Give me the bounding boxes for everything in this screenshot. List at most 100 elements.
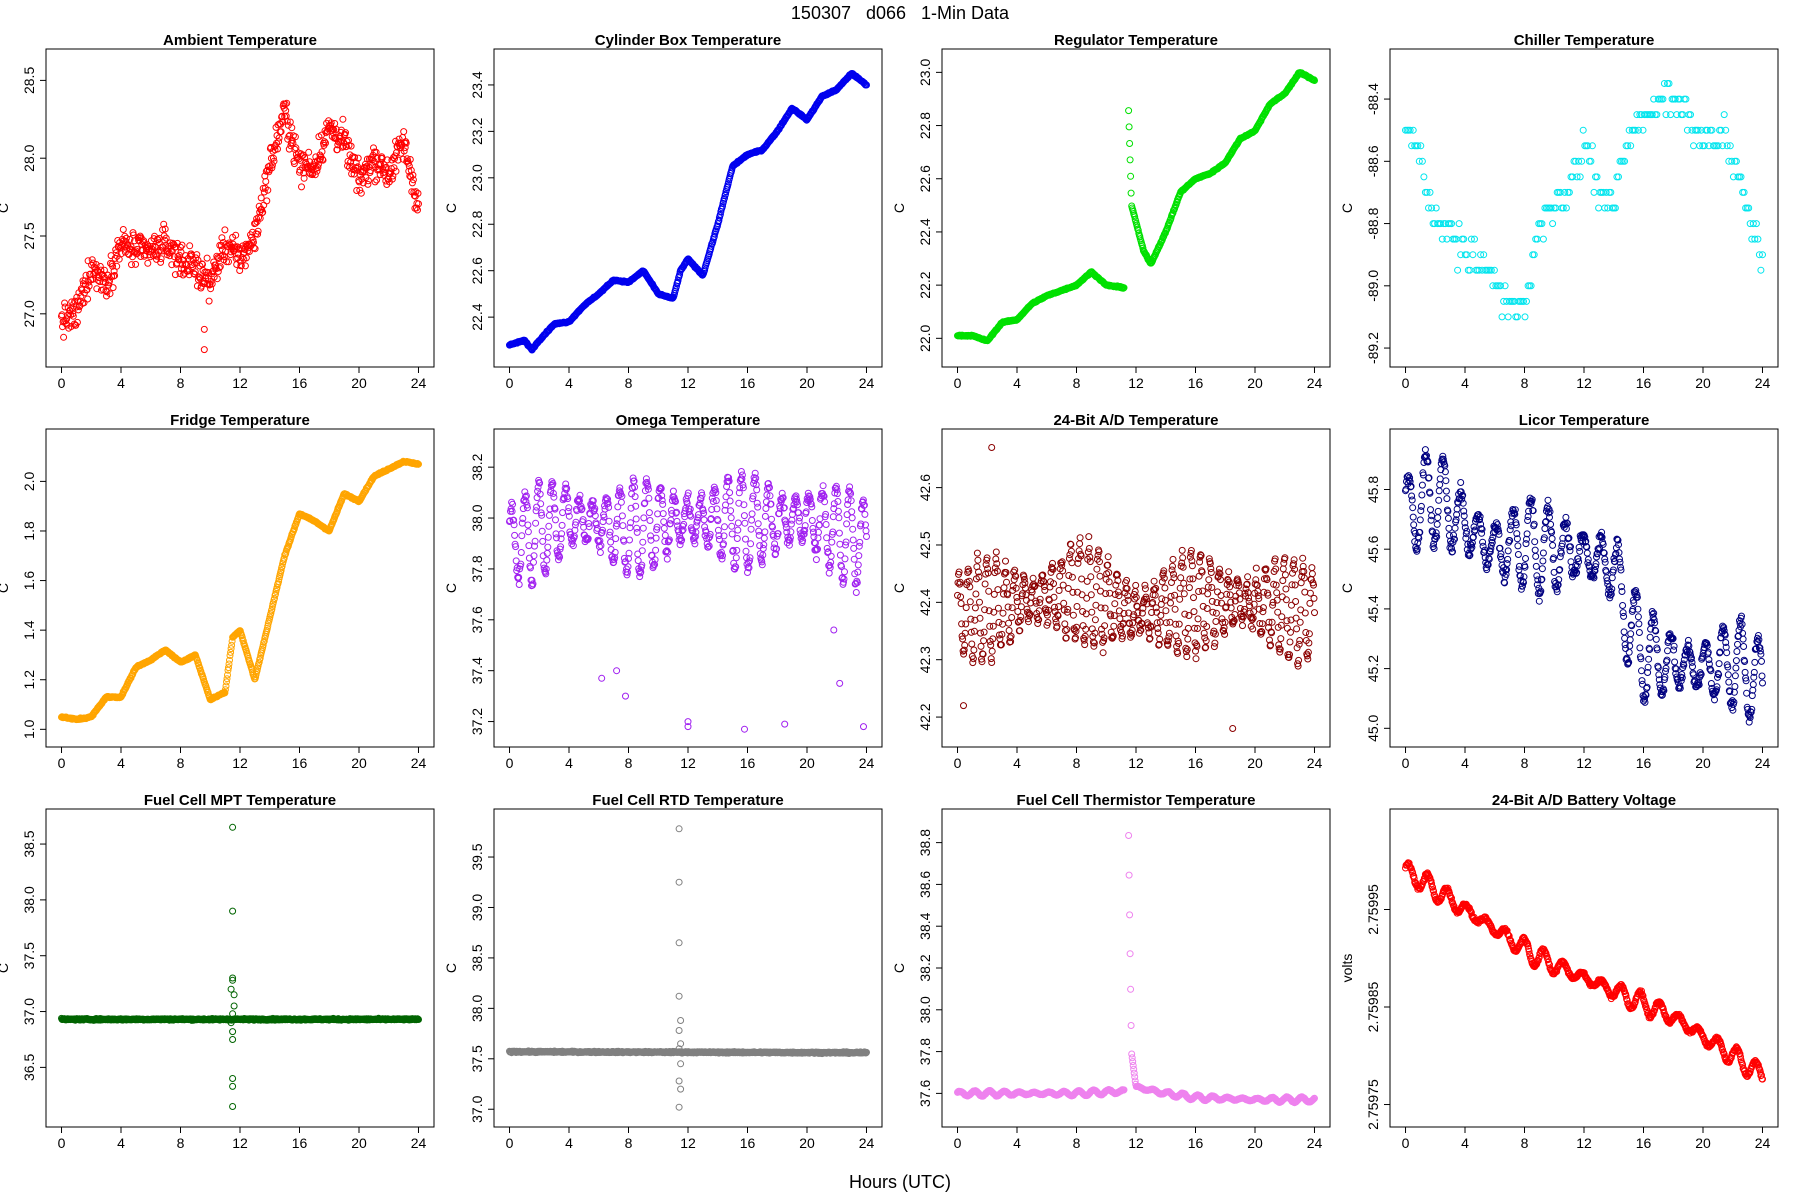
data-point bbox=[208, 280, 216, 288]
data-point bbox=[1061, 620, 1069, 628]
y-tick-label: 45.6 bbox=[1365, 535, 1381, 562]
data-point bbox=[237, 262, 245, 270]
y-tick-label: 22.6 bbox=[917, 165, 933, 192]
x-tick-label: 12 bbox=[1576, 375, 1592, 391]
data-point bbox=[632, 515, 640, 523]
panel-title: Fridge Temperature bbox=[170, 412, 310, 429]
data-point bbox=[1514, 551, 1522, 558]
x-tick-label: 8 bbox=[625, 375, 633, 391]
data-point bbox=[117, 250, 125, 258]
data-point bbox=[854, 561, 862, 569]
x-tick-label: 24 bbox=[1755, 755, 1771, 771]
data-point bbox=[1279, 577, 1287, 585]
data-point bbox=[155, 248, 162, 256]
data-point bbox=[1435, 496, 1443, 504]
data-point bbox=[402, 139, 410, 147]
data-point bbox=[619, 522, 627, 530]
data-point bbox=[348, 170, 356, 178]
outlier-point bbox=[741, 725, 748, 733]
data-points bbox=[1402, 80, 1766, 321]
data-point bbox=[76, 297, 84, 305]
data-point bbox=[841, 568, 848, 576]
x-tick-label: 20 bbox=[1247, 755, 1263, 771]
data-point bbox=[342, 129, 349, 137]
data-point bbox=[1302, 629, 1310, 636]
data-point bbox=[221, 226, 229, 234]
data-point bbox=[988, 647, 996, 655]
data-point bbox=[639, 524, 647, 532]
data-point bbox=[1169, 209, 1177, 217]
data-point bbox=[1278, 613, 1286, 621]
data-point bbox=[788, 516, 796, 524]
data-point bbox=[73, 293, 81, 301]
data-point bbox=[533, 503, 541, 511]
data-point bbox=[1076, 534, 1084, 542]
y-tick-label: 27.0 bbox=[21, 300, 37, 327]
data-point bbox=[742, 535, 749, 543]
plot-frame bbox=[45, 48, 435, 368]
data-point bbox=[1421, 446, 1429, 454]
data-point bbox=[96, 262, 104, 270]
data-point bbox=[1306, 599, 1314, 607]
data-point bbox=[1308, 564, 1316, 572]
data-point bbox=[1532, 562, 1540, 570]
data-point bbox=[160, 220, 168, 228]
data-point bbox=[1060, 599, 1068, 607]
data-point bbox=[282, 112, 290, 120]
data-point bbox=[122, 237, 130, 245]
data-point bbox=[1539, 235, 1547, 243]
x-tick-label: 20 bbox=[799, 375, 815, 391]
data-point bbox=[652, 546, 660, 554]
data-point bbox=[669, 487, 677, 495]
data-point bbox=[262, 167, 270, 175]
data-points bbox=[954, 69, 1318, 345]
data-point bbox=[734, 519, 742, 527]
y-tick-label: 1.8 bbox=[21, 521, 37, 541]
data-point bbox=[640, 514, 648, 522]
x-tick-label: 0 bbox=[58, 375, 66, 391]
data-point bbox=[103, 292, 110, 300]
x-tick-label: 24 bbox=[411, 375, 427, 391]
data-point bbox=[1194, 615, 1202, 623]
x-tick-label: 24 bbox=[411, 755, 427, 771]
data-point bbox=[1181, 629, 1189, 637]
data-point bbox=[181, 260, 189, 268]
data-point bbox=[1125, 107, 1133, 115]
data-point bbox=[121, 232, 129, 240]
data-point bbox=[157, 258, 165, 266]
data-point bbox=[565, 504, 573, 512]
data-point bbox=[270, 157, 278, 165]
data-point bbox=[205, 297, 213, 305]
data-point bbox=[607, 546, 615, 553]
data-point bbox=[305, 148, 313, 156]
data-point bbox=[1126, 140, 1134, 147]
data-point bbox=[1283, 617, 1291, 625]
x-tick-label: 20 bbox=[351, 375, 367, 391]
data-point bbox=[410, 192, 418, 200]
data-point bbox=[132, 260, 140, 268]
outlier-point bbox=[613, 667, 621, 675]
data-point bbox=[1192, 655, 1200, 663]
data-point bbox=[1436, 475, 1444, 483]
x-tick-label: 16 bbox=[1188, 375, 1204, 391]
data-point bbox=[768, 515, 775, 523]
outlier-point bbox=[598, 674, 606, 682]
data-point bbox=[157, 255, 165, 263]
data-point bbox=[106, 290, 114, 298]
data-point bbox=[1287, 628, 1294, 636]
data-point bbox=[412, 188, 420, 196]
y-tick-label: 22.6 bbox=[469, 257, 485, 284]
data-point bbox=[1296, 618, 1304, 626]
data-point bbox=[318, 148, 326, 156]
data-point bbox=[236, 257, 244, 265]
y-axis-label: C bbox=[443, 583, 459, 593]
data-point bbox=[1005, 619, 1013, 627]
data-point bbox=[203, 254, 211, 262]
data-point bbox=[1157, 611, 1165, 619]
data-point bbox=[517, 549, 525, 556]
data-point bbox=[1081, 641, 1089, 649]
y-tick-label: 45.8 bbox=[1365, 476, 1381, 503]
x-tick-label: 12 bbox=[1128, 755, 1144, 771]
